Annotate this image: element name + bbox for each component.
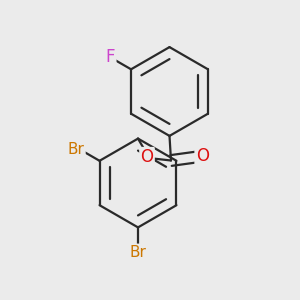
Text: Br: Br xyxy=(68,142,85,157)
Text: F: F xyxy=(106,48,115,66)
Text: O: O xyxy=(140,148,154,166)
Text: Br: Br xyxy=(130,245,146,260)
Text: O: O xyxy=(196,147,209,165)
